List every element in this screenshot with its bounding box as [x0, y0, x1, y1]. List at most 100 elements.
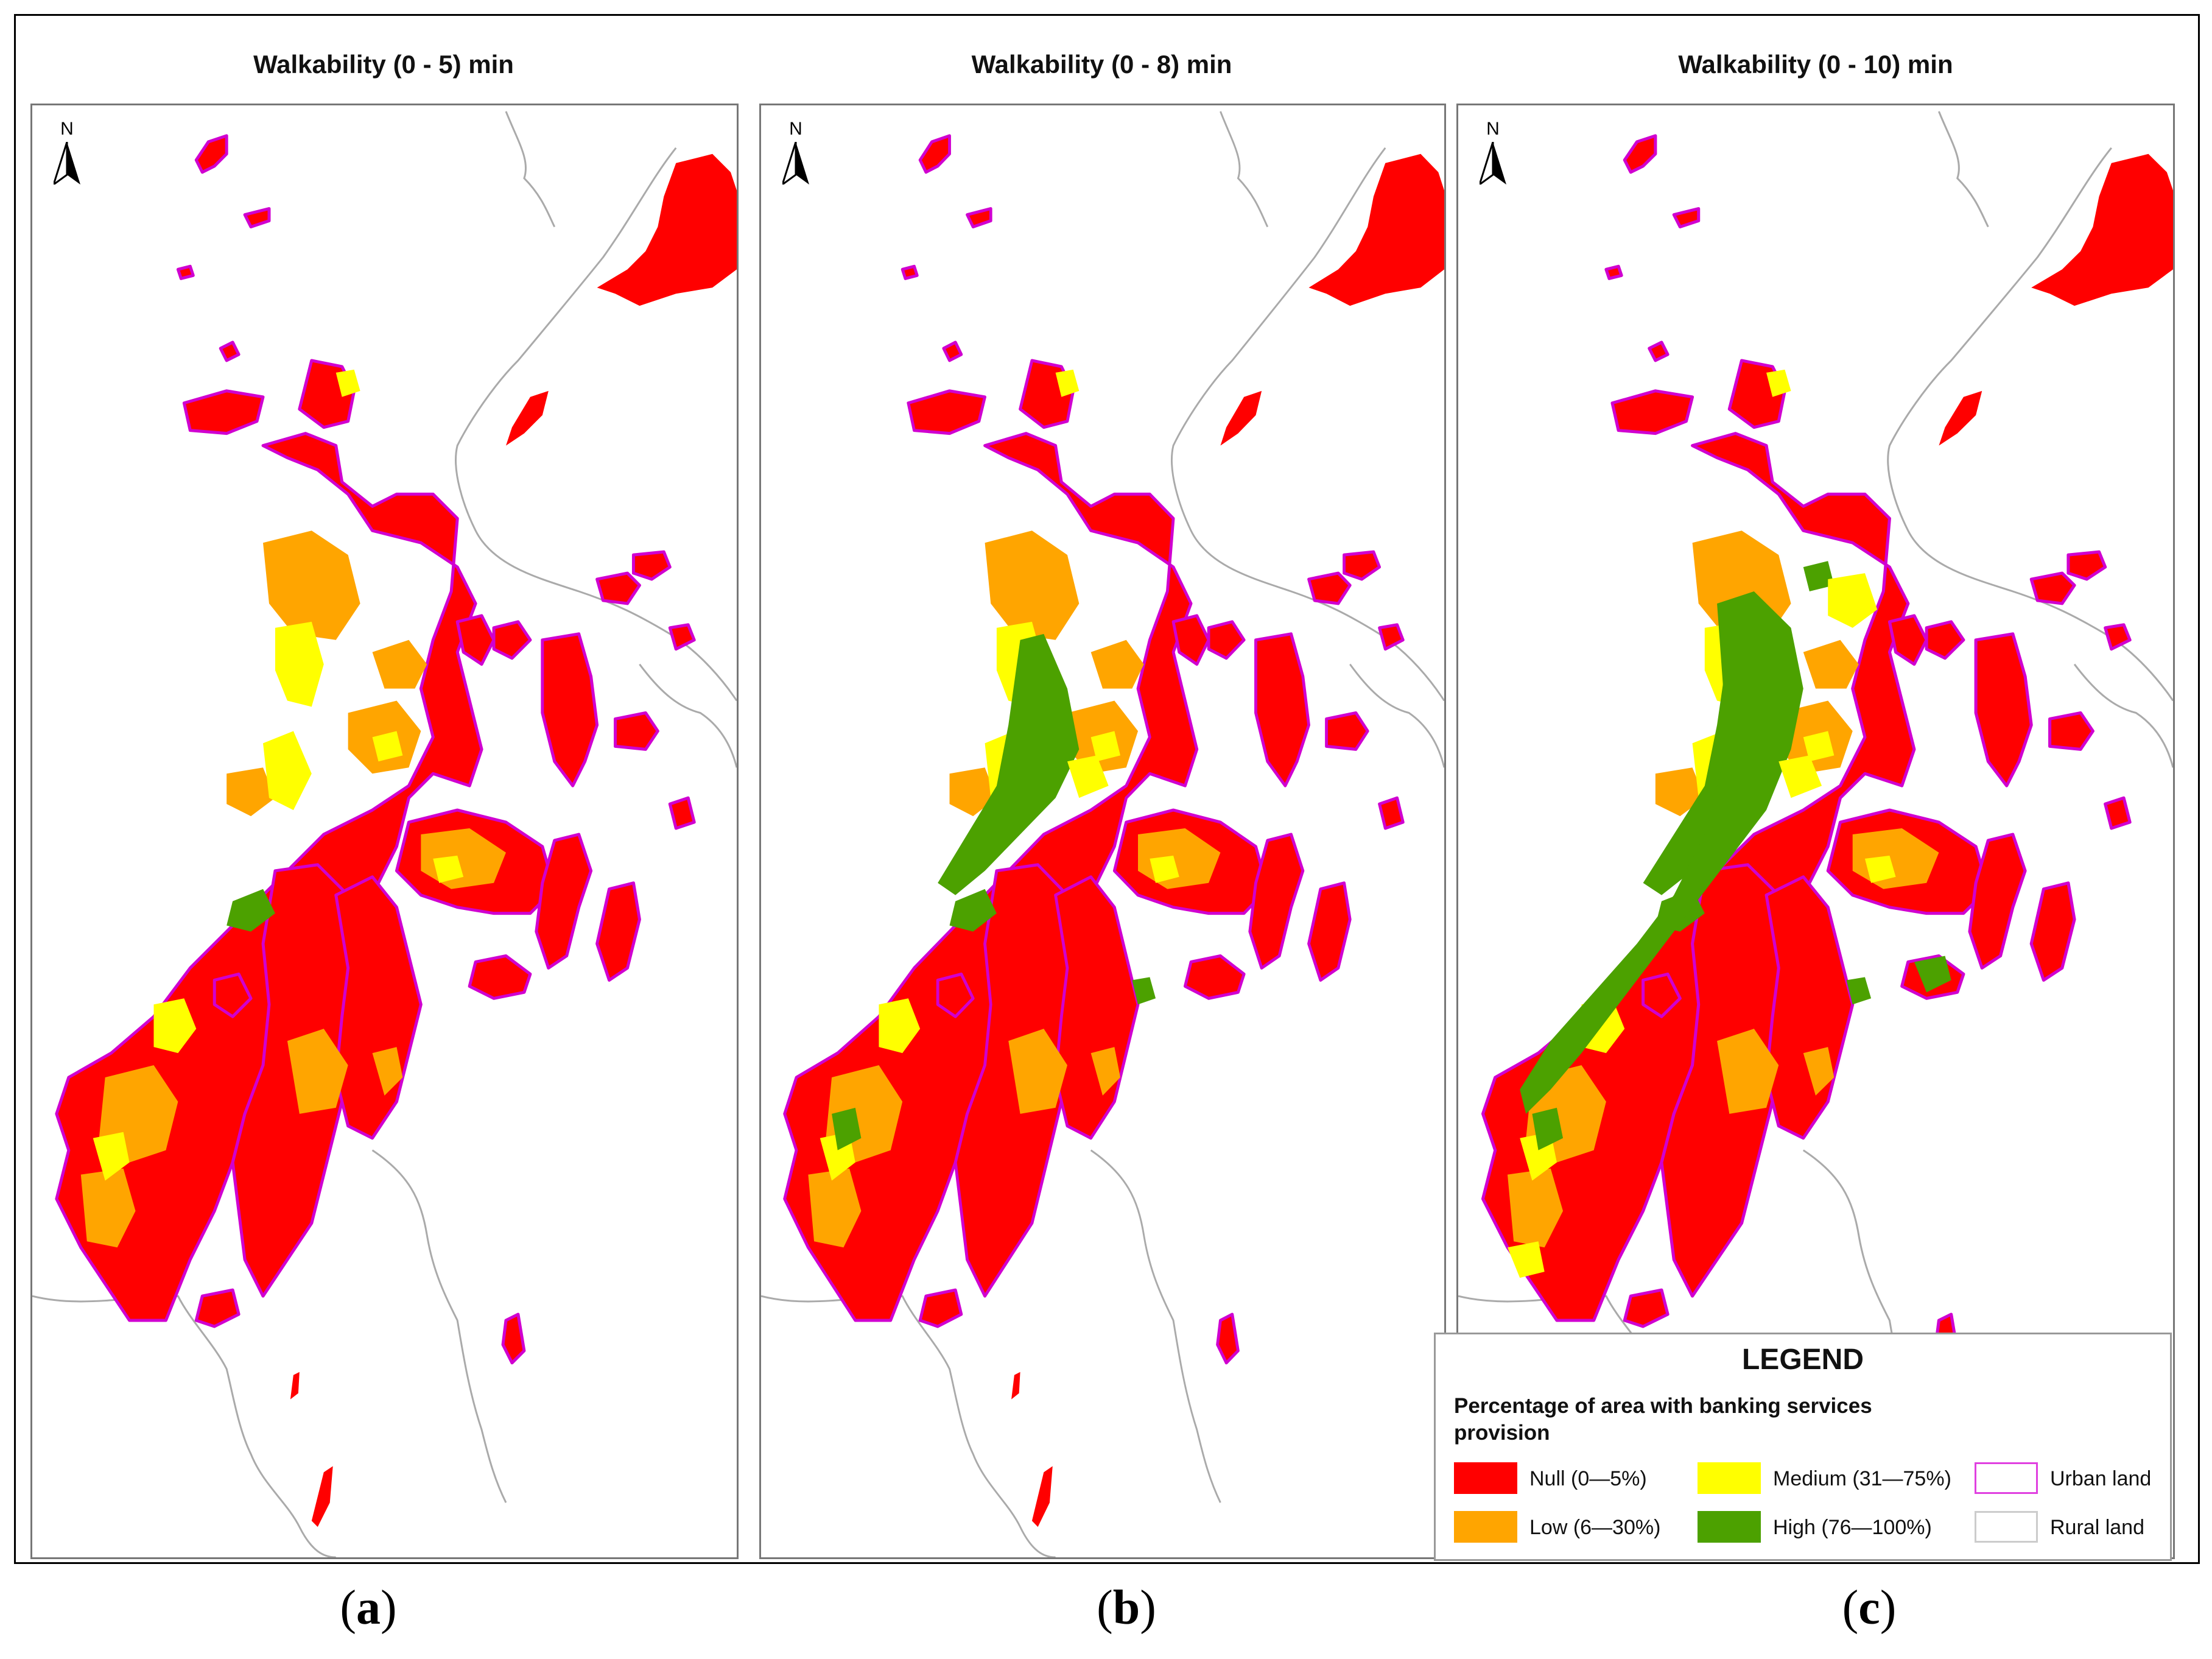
high-area [1532, 1107, 1564, 1150]
urban-area-null [1887, 614, 1928, 666]
high-area [1803, 561, 1835, 591]
null-area [597, 153, 737, 306]
urban-area-null [2066, 550, 2107, 581]
urban-area-null [2029, 571, 2076, 605]
rural-boundary [1090, 1149, 1221, 1503]
urban-area-null [1307, 571, 1352, 605]
north-label: N [789, 119, 802, 139]
urban-area-null [966, 207, 992, 228]
low-area [263, 530, 360, 640]
medium-area [1803, 731, 1835, 762]
figure-frame [14, 14, 2200, 1564]
urban-area-null [541, 632, 599, 787]
legend-title: LEGEND [1741, 1344, 1864, 1376]
legend-subtitle: Percentage of area with banking services… [1454, 1394, 1872, 1445]
urban-area-null [176, 264, 195, 280]
rural-boundary [639, 663, 737, 768]
urban-area-null [1672, 207, 1701, 228]
medium-area [275, 621, 324, 707]
legend-label-medium: Medium (31—75%) [1773, 1467, 1951, 1490]
panel-title-b: Walkability (0 - 8) min [971, 50, 1232, 79]
high-area [1520, 591, 1803, 1114]
low-area [287, 1029, 348, 1114]
low-area [1717, 1029, 1779, 1114]
legend-swatch-urban [1975, 1462, 2038, 1494]
medium-area [1778, 755, 1822, 798]
rural-boundary [1220, 111, 1269, 228]
legend: LEGEND Percentage of area with banking s… [1434, 1333, 2172, 1561]
map-c [1458, 111, 2173, 1557]
urban-area-null [1641, 972, 1682, 1018]
null-area [1011, 1372, 1020, 1400]
urban-area-null [1171, 614, 1210, 666]
rural-boundary [1887, 147, 2173, 702]
map-panel-c: N [1456, 104, 2175, 1559]
north-label: N [60, 119, 74, 139]
urban-area-null [631, 550, 672, 581]
legend-label-rural: Rural land [2050, 1516, 2144, 1539]
urban-area-null [1764, 875, 1855, 1140]
urban-area-null [942, 340, 963, 362]
urban-area-null [1610, 389, 1694, 435]
null-area [1220, 390, 1262, 446]
high-area [1846, 977, 1872, 1005]
high-area [1914, 956, 1951, 993]
null-area [1939, 390, 1982, 446]
urban-area-null [1343, 550, 1382, 581]
urban-area-null [1207, 620, 1246, 660]
low-area [1803, 1047, 1835, 1096]
urban-area-null [614, 711, 659, 751]
rural-boundary [1349, 663, 1444, 768]
null-area [290, 1372, 300, 1400]
medium-area [1067, 755, 1109, 798]
legend-swatch-rural [1975, 1511, 2038, 1543]
north-arrow: N [1472, 119, 1514, 186]
urban-area-null [1378, 796, 1405, 830]
low-area [985, 530, 1080, 640]
urban-area-null [243, 207, 271, 228]
medium-area [153, 998, 197, 1054]
urban-area-null [936, 972, 975, 1018]
legend-label-null: Null (0—5%) [1529, 1467, 1647, 1490]
north-arrow: N [46, 119, 88, 186]
urban-area-null [918, 134, 951, 174]
rural-boundary [455, 147, 737, 702]
legend-label-low: Low (6—30%) [1529, 1516, 1661, 1539]
urban-area-null [194, 1288, 241, 1328]
urban-area-null [901, 264, 919, 280]
rural-boundary [505, 111, 556, 228]
legend-label-high: High (76—100%) [1773, 1516, 1932, 1539]
urban-area-null [1248, 833, 1305, 970]
urban-area-null [1216, 1312, 1240, 1365]
low-area [226, 767, 275, 817]
urban-area-null [2104, 796, 2132, 830]
urban-area-null [2029, 881, 2076, 982]
medium-area [1828, 573, 1878, 628]
urban-area-null [334, 875, 423, 1140]
urban-area-null [492, 620, 532, 660]
north-arrow: N [774, 119, 817, 186]
caption-letter-c: c [1858, 1581, 1880, 1635]
low-area [1090, 639, 1144, 689]
rural-boundary [1938, 111, 1989, 228]
urban-area-null [1648, 340, 1670, 362]
panel-title-a: Walkability (0 - 5) min [253, 50, 514, 79]
caption-c: (c) [1842, 1581, 1897, 1635]
rural-boundary [1171, 147, 1444, 702]
medium-area [263, 731, 312, 811]
urban-area-null [1307, 881, 1352, 982]
urban-area-null [668, 623, 696, 651]
medium-area [372, 731, 403, 762]
urban-area-null [2048, 711, 2094, 751]
caption-b: (b) [1097, 1581, 1156, 1635]
low-area [808, 1168, 862, 1248]
medium-area [879, 998, 921, 1054]
urban-area-null [535, 833, 593, 970]
null-area [1308, 153, 1444, 306]
urban-area-null [1623, 1288, 1670, 1328]
high-area [832, 1107, 862, 1150]
urban-area-null [1604, 264, 1623, 280]
urban-area-null [907, 389, 986, 435]
map-panel-a: N [30, 104, 739, 1559]
low-area [1655, 767, 1705, 817]
